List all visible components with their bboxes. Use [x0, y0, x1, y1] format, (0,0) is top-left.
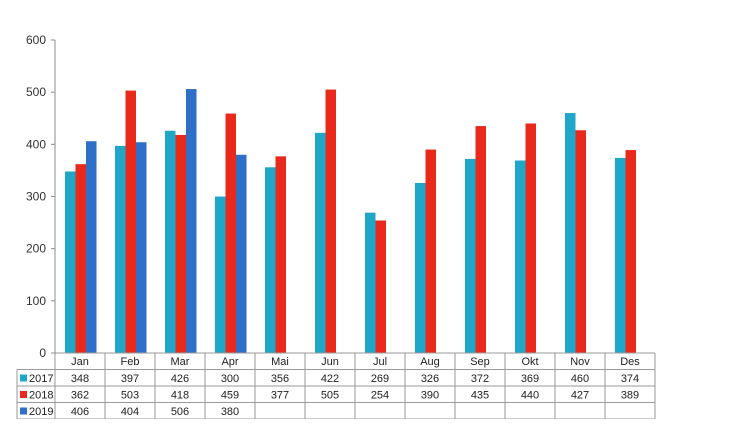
bar — [565, 113, 576, 354]
bar — [365, 212, 376, 353]
bar — [515, 160, 526, 353]
data-table-value: 300 — [221, 373, 239, 385]
bar — [575, 130, 586, 353]
bar — [625, 150, 636, 353]
category-label: Apr — [221, 356, 238, 368]
bar — [415, 182, 426, 353]
bar — [525, 123, 536, 353]
bar — [375, 220, 386, 353]
y-tick-label: 600 — [26, 33, 46, 47]
data-table-value: 460 — [571, 373, 589, 385]
category-label: Sep — [470, 356, 490, 368]
data-table-value: 506 — [171, 406, 189, 418]
bar — [475, 126, 486, 353]
legend-swatch — [20, 407, 27, 415]
legend-swatch — [20, 391, 27, 398]
bar — [165, 130, 176, 353]
bar — [86, 141, 97, 353]
bar — [236, 154, 247, 353]
y-tick-label: 0 — [39, 346, 46, 360]
legend-label: 2018 — [29, 390, 53, 402]
data-table-value: 435 — [471, 390, 489, 402]
bar — [325, 89, 336, 353]
data-table-value: 503 — [121, 390, 139, 402]
data-table-value: 372 — [471, 373, 489, 385]
y-tick-label: 400 — [26, 137, 46, 151]
y-tick-label: 500 — [26, 85, 46, 99]
bar — [265, 167, 276, 353]
bar — [615, 157, 626, 353]
data-table-value: 422 — [321, 373, 339, 385]
bar — [175, 134, 186, 353]
bar — [75, 164, 86, 353]
legend-label: 2019 — [29, 406, 53, 418]
data-table-value: 427 — [571, 390, 589, 402]
category-label: Okt — [521, 356, 538, 368]
data-table-value: 326 — [421, 373, 439, 385]
data-table-value: 459 — [221, 390, 239, 402]
data-table-value: 418 — [171, 390, 189, 402]
category-label: Mai — [271, 356, 289, 368]
bar — [275, 156, 286, 353]
data-table-value: 377 — [271, 390, 289, 402]
bar — [225, 113, 236, 354]
data-table-value: 356 — [271, 373, 289, 385]
bar — [315, 132, 326, 353]
y-tick-label: 100 — [26, 294, 46, 308]
data-table-value: 389 — [621, 390, 639, 402]
legend-label: 2017 — [29, 373, 53, 385]
category-label: Aug — [420, 356, 440, 368]
data-table-value: 380 — [221, 406, 239, 418]
data-table-value: 440 — [521, 390, 539, 402]
category-label: Mar — [171, 356, 190, 368]
data-table-value: 254 — [371, 390, 389, 402]
bar — [215, 196, 226, 353]
category-label: Jun — [321, 356, 339, 368]
data-table-value: 269 — [371, 373, 389, 385]
data-table-value: 426 — [171, 373, 189, 385]
data-table-value: 362 — [71, 390, 89, 402]
category-label: Des — [620, 356, 640, 368]
bar — [465, 158, 476, 353]
category-label: Nov — [570, 356, 590, 368]
bar — [186, 89, 197, 353]
bar — [136, 142, 147, 353]
bar — [115, 145, 126, 353]
bar — [425, 149, 436, 353]
bar — [125, 90, 136, 353]
category-label: Jul — [373, 356, 387, 368]
data-table-value: 374 — [621, 373, 639, 385]
data-table-value: 404 — [121, 406, 139, 418]
data-table-value: 397 — [121, 373, 139, 385]
data-table-value: 505 — [321, 390, 339, 402]
y-tick-label: 200 — [26, 242, 46, 256]
data-table-value: 369 — [521, 373, 539, 385]
data-table-value: 390 — [421, 390, 439, 402]
data-table-value: 348 — [71, 373, 89, 385]
category-label: Jan — [71, 356, 89, 368]
category-label: Feb — [121, 356, 140, 368]
data-table-value: 406 — [71, 406, 89, 418]
y-tick-label: 300 — [26, 190, 46, 204]
bar — [65, 171, 76, 353]
legend-swatch — [20, 374, 27, 382]
